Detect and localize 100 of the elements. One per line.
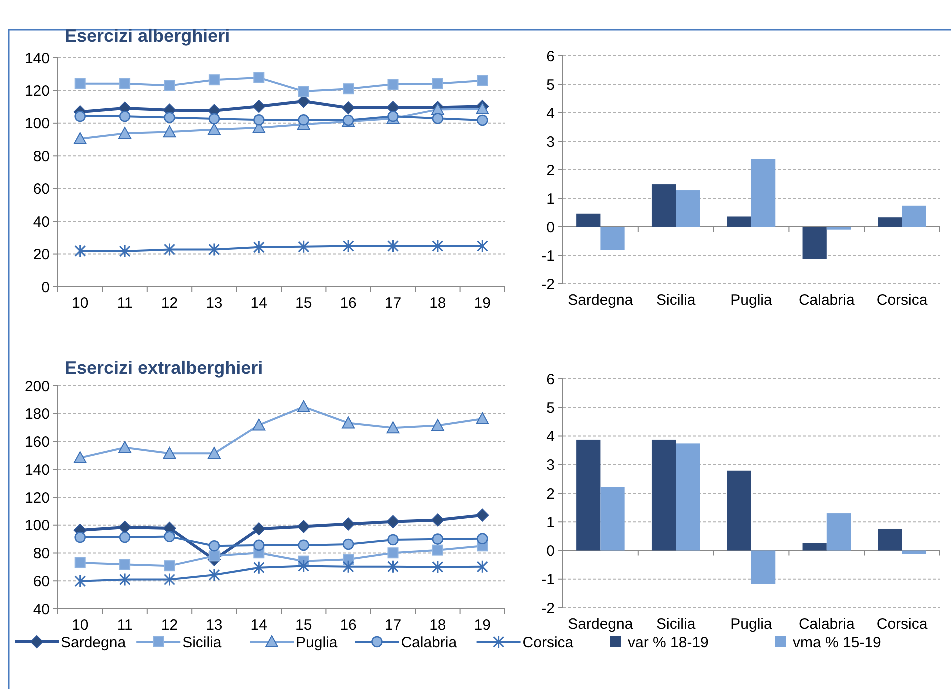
x-tick-label: 11 <box>117 617 133 634</box>
point <box>386 515 400 528</box>
y-tick-label: 6 <box>546 371 555 388</box>
x-tick-label: 16 <box>340 617 357 634</box>
y-tick-label: 20 <box>33 246 50 264</box>
point <box>253 561 265 575</box>
point <box>388 560 399 574</box>
y-tick-label: 5 <box>546 400 555 417</box>
point <box>74 244 86 258</box>
point <box>297 400 310 413</box>
chart-title: Esercizi alberghieri <box>65 26 230 46</box>
y-tick-label: 80 <box>33 148 50 166</box>
point <box>118 127 132 140</box>
point <box>298 114 310 126</box>
y-tick-label: -1 <box>542 248 555 265</box>
point <box>120 78 131 90</box>
point <box>163 126 176 138</box>
x-tick-label: 14 <box>250 295 268 312</box>
point <box>342 102 356 115</box>
bar <box>826 514 852 551</box>
y-tick-label: 5 <box>546 76 555 94</box>
point <box>164 80 176 92</box>
point <box>119 572 131 586</box>
point <box>163 447 176 460</box>
bar <box>878 528 902 551</box>
point <box>476 412 490 425</box>
point <box>74 132 87 144</box>
x-tick-label: 10 <box>72 617 89 634</box>
bar <box>802 543 827 551</box>
point <box>164 560 176 572</box>
point <box>74 452 87 464</box>
bar <box>802 227 827 260</box>
bar <box>576 214 601 227</box>
bar <box>652 184 676 227</box>
x-tick-label: Sardegna <box>568 292 634 309</box>
point <box>164 242 176 256</box>
y-tick-label: 2 <box>546 162 555 180</box>
bar <box>752 550 776 584</box>
bar <box>878 218 902 227</box>
x-tick-label: Puglia <box>730 616 774 633</box>
point <box>74 574 86 588</box>
point <box>298 540 310 552</box>
point <box>254 72 265 84</box>
legend-label: Sardegna <box>61 634 127 652</box>
y-tick-label: 40 <box>33 601 50 618</box>
x-tick-label: 14 <box>250 617 268 634</box>
x-tick-label: 15 <box>296 617 312 634</box>
point <box>342 560 354 574</box>
point <box>476 508 490 522</box>
x-tick-label: Corsica <box>876 292 928 309</box>
point <box>298 86 310 98</box>
point <box>118 520 132 534</box>
point <box>342 240 354 254</box>
point <box>252 418 266 431</box>
point <box>252 522 266 536</box>
y-tick-label: 80 <box>33 546 50 562</box>
y-tick-label: -1 <box>542 572 555 589</box>
y-tick-label: 0 <box>42 279 50 296</box>
x-tick-label: 16 <box>340 295 357 312</box>
point <box>431 514 444 527</box>
x-tick-label: 13 <box>206 295 223 312</box>
bar <box>676 444 700 551</box>
bar <box>826 227 852 230</box>
point <box>476 240 488 254</box>
point <box>208 550 220 562</box>
y-tick-label: 100 <box>24 116 50 133</box>
y-tick-label: 60 <box>33 573 50 590</box>
y-tick-label: 120 <box>24 490 50 507</box>
y-tick-label: 0 <box>546 543 555 560</box>
x-tick-label: Sicilia <box>656 616 696 633</box>
x-tick-label: 13 <box>206 617 223 634</box>
y-tick-label: 4 <box>546 105 555 122</box>
x-tick-label: Calabria <box>798 616 856 633</box>
point <box>388 79 399 90</box>
point <box>476 102 490 115</box>
y-tick-label: 6 <box>546 48 555 66</box>
y-tick-label: 60 <box>33 181 50 198</box>
y-tick-label: 160 <box>24 434 50 451</box>
point <box>388 548 399 559</box>
y-tick-label: 40 <box>33 214 50 231</box>
y-tick-label: 4 <box>546 428 555 446</box>
legend-label: vma % 15-19 <box>793 634 882 652</box>
point <box>476 560 488 574</box>
bar <box>902 206 926 227</box>
point <box>254 540 265 552</box>
bar <box>576 440 601 551</box>
point <box>297 95 310 108</box>
legend-label: Puglia <box>296 634 338 652</box>
point <box>74 532 86 544</box>
point <box>432 560 444 574</box>
x-tick-label: 10 <box>72 295 89 312</box>
point <box>208 113 220 125</box>
point <box>208 540 220 552</box>
point <box>164 112 176 124</box>
point <box>208 568 220 582</box>
point <box>208 123 221 136</box>
point <box>208 447 221 460</box>
chart-title: Esercizi extralberghieri <box>65 358 264 378</box>
y-tick-label: 140 <box>24 462 50 479</box>
y-tick-label: 3 <box>546 134 555 151</box>
